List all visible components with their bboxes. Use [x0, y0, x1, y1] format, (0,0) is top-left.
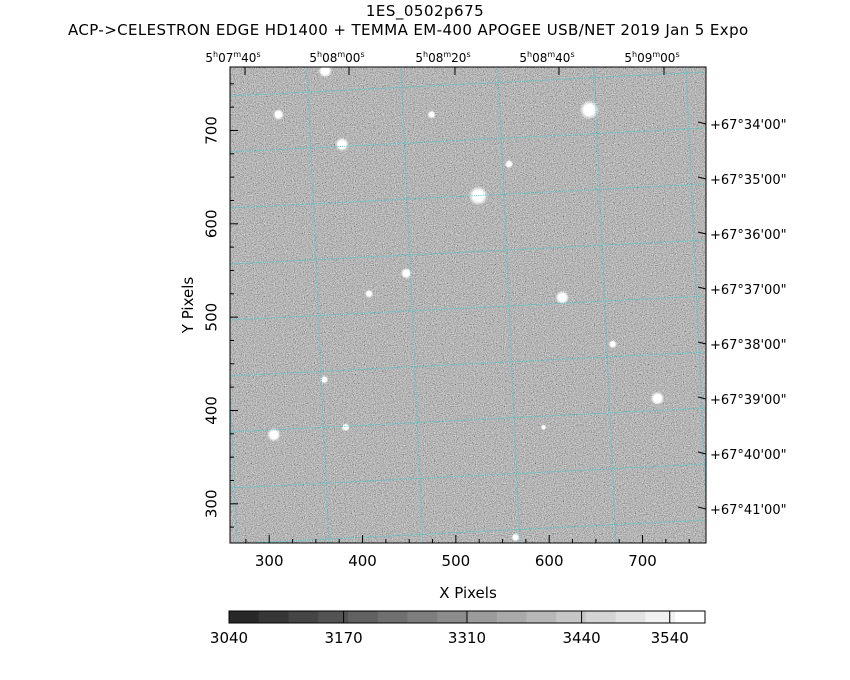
- plot-frame: [229, 66, 707, 544]
- star-12: [318, 67, 333, 78]
- star-2: [335, 137, 349, 152]
- dec-tick-1: [697, 176, 707, 180]
- dec-grid-line-5: [230, 351, 706, 377]
- x-tick-label-0: 300: [255, 552, 284, 570]
- star-10: [504, 159, 514, 169]
- dec-tick-4: [697, 341, 707, 345]
- dec-tick-6: [697, 451, 707, 455]
- dec-tick-label-4: +67°38'00": [710, 338, 787, 353]
- colorbar-step-3: [318, 611, 349, 623]
- dec-grid-line-7: [230, 463, 706, 489]
- chart-title: 1ES_0502p675: [365, 2, 485, 20]
- image-noise: [230, 67, 706, 543]
- star-0: [468, 186, 489, 206]
- ra-grid-line-4: [593, 67, 617, 543]
- colorbar-step-4: [348, 611, 379, 623]
- ra-tick-label-0: 5h07m40s: [205, 50, 260, 65]
- star-4: [650, 391, 665, 406]
- dec-grid-line-8: [239, 519, 706, 543]
- y-tick-label-0: 300: [203, 489, 221, 518]
- star-1: [579, 100, 600, 120]
- y-tick-label-2: 500: [203, 303, 221, 332]
- ra-tick-label-4: 5h09m00s: [624, 50, 679, 65]
- colorbar-step-12: [586, 611, 617, 623]
- dec-tick-label-2: +67°36'00": [710, 228, 787, 243]
- dec-grid-line-3: [230, 239, 706, 265]
- dec-tick-3: [697, 286, 707, 290]
- dec-tick-label-5: +67°39'00": [710, 393, 787, 408]
- ra-grid-line-3: [497, 67, 521, 543]
- dec-grid-line-0: [230, 71, 706, 97]
- star-11: [427, 110, 436, 119]
- y-tick-label-1: 400: [203, 396, 221, 425]
- star-14: [511, 533, 520, 542]
- colorbar-step-9: [496, 611, 527, 623]
- chart-subtitle: ACP->CELESTRON EDGE HD1400 + TEMMA EM-40…: [68, 21, 749, 39]
- colorbar-step-6: [407, 611, 438, 623]
- ra-grid-line-1: [306, 67, 330, 543]
- wcs-grid: [230, 67, 706, 543]
- colorbar-step-5: [377, 611, 408, 623]
- y-axis-label: Y Pixels: [179, 277, 197, 335]
- dec-tick-label-1: +67°35'00": [710, 173, 787, 188]
- dec-tick-2: [697, 231, 707, 235]
- x-tick-label-4: 700: [628, 552, 657, 570]
- x-axis-label: X Pixels: [439, 584, 497, 602]
- colorbar-step-8: [467, 611, 498, 623]
- ra-tick-label-2: 5h08m20s: [415, 50, 470, 65]
- y-tick-label-3: 600: [203, 209, 221, 238]
- colorbar-tick-label-4: 3540: [651, 629, 689, 647]
- colorbar-tick-label-2: 3310: [448, 629, 486, 647]
- y-tick-label-4: 700: [203, 116, 221, 145]
- dec-tick-0: [697, 121, 707, 125]
- star-8: [320, 375, 329, 384]
- colorbar-step-15: [675, 611, 706, 623]
- ra-tick-label-3: 5h08m40s: [519, 50, 574, 65]
- colorbar-step-2: [288, 611, 319, 623]
- colorbar-step-13: [615, 611, 646, 623]
- y-axis: 300 400 500 600 700: [203, 83, 238, 528]
- ra-grid-line-2: [400, 67, 424, 543]
- ra-axis: 5h07m40s 5h08m00s 5h08m20s 5h08m40s 5h09m00s: [205, 50, 680, 75]
- colorbar-tick-label-3: 3440: [562, 629, 600, 647]
- star-6: [272, 109, 285, 121]
- ra-tick-label-1: 5h08m00s: [309, 50, 364, 65]
- star-7: [400, 267, 412, 279]
- dec-grid-line-4: [230, 295, 706, 321]
- dec-grid-line-6: [230, 407, 706, 433]
- dec-tick-label-0: +67°34'00": [710, 118, 787, 133]
- colorbar-tick-label-0: 3040: [210, 629, 248, 647]
- dec-tick-5: [697, 396, 707, 400]
- dec-tick-label-6: +67°40'00": [710, 448, 787, 463]
- ra-grid-line-5: [685, 67, 706, 511]
- star-5: [266, 427, 281, 442]
- dec-tick-7: [697, 506, 707, 510]
- star-15: [608, 340, 617, 349]
- star-16: [540, 424, 547, 431]
- colorbar-step-7: [437, 611, 468, 623]
- star-3: [555, 290, 570, 305]
- dec-tick-label-3: +67°37'00": [710, 283, 787, 298]
- dec-tick-label-7: +67°41'00": [710, 503, 787, 518]
- colorbar-step-0: [229, 611, 260, 623]
- x-tick-label-1: 400: [348, 552, 377, 570]
- colorbar-step-1: [258, 611, 289, 623]
- colorbar-tick-label-1: 3170: [324, 629, 362, 647]
- x-tick-label-2: 500: [442, 552, 471, 570]
- colorbar: 3040 3170 3310 3440 3540: [210, 610, 706, 647]
- star-13: [341, 423, 350, 432]
- x-axis: 300 400 500 600 700: [245, 535, 690, 570]
- x-tick-label-3: 600: [535, 552, 564, 570]
- dec-grid-line-1: [230, 127, 706, 153]
- colorbar-step-14: [645, 611, 676, 623]
- dec-grid-line-2: [230, 183, 706, 209]
- colorbar-step-11: [556, 611, 587, 623]
- star-9: [364, 289, 374, 298]
- colorbar-step-10: [526, 611, 557, 623]
- stars-layer: [266, 67, 665, 542]
- dec-axis: +67°34'00" +67°35'00" +67°36'00" +67°37'00"…: [697, 118, 787, 518]
